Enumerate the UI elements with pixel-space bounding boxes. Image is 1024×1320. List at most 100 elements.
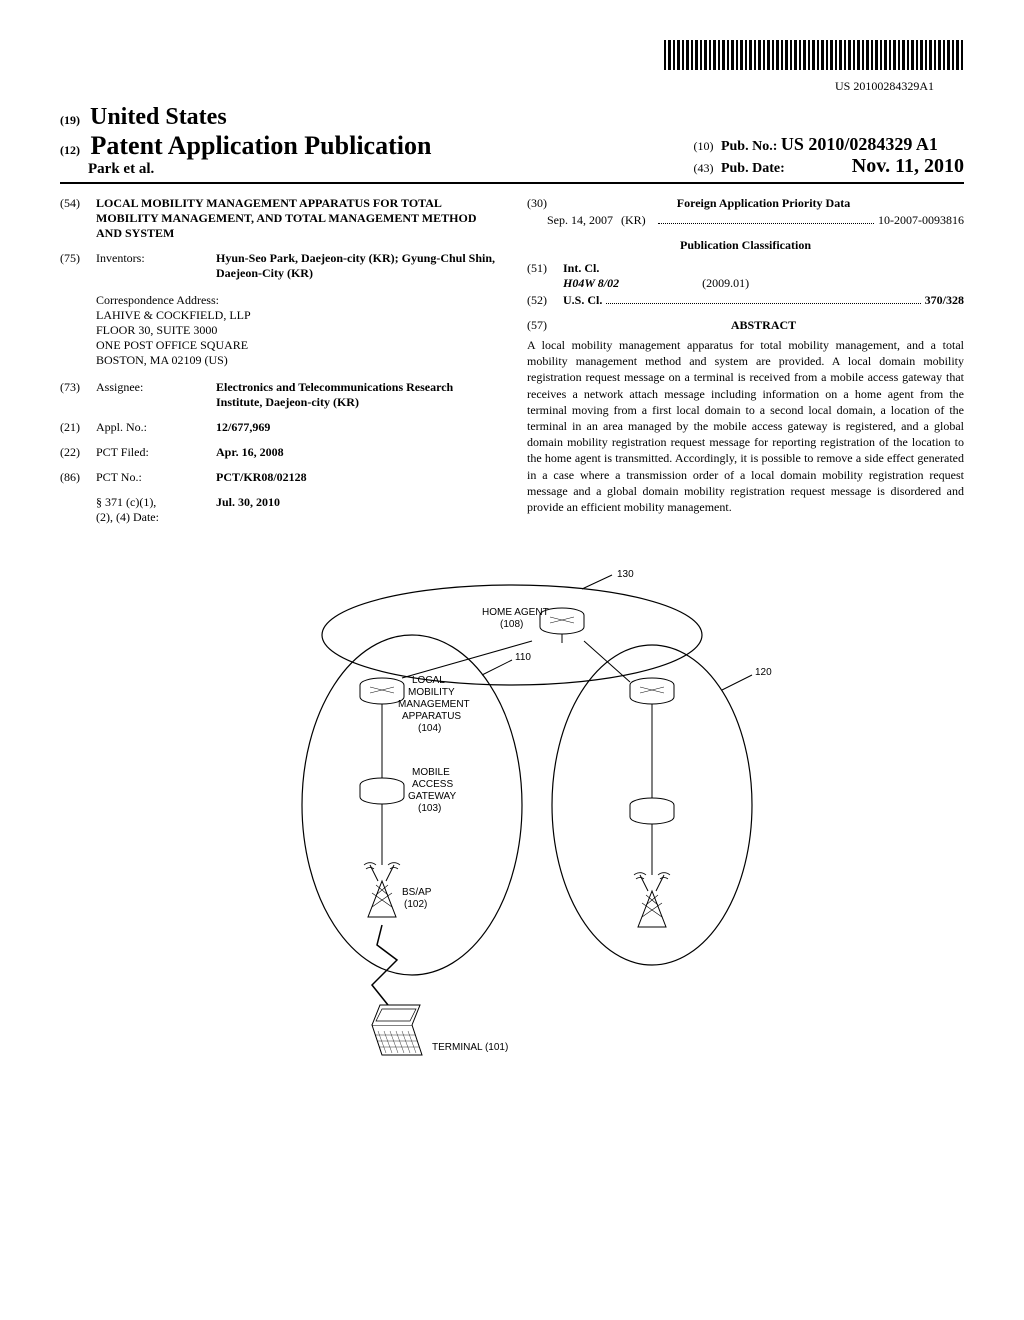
country-prefix: (19) — [60, 113, 80, 128]
patent-figure: 130 110 120 HOME AGENT (108) LOCAL MOBIL… — [60, 565, 964, 1130]
field-title: (54) LOCAL MOBILITY MANAGEMENT APPARATUS… — [60, 196, 497, 241]
country-name: United States — [90, 104, 227, 130]
abstract-heading: ABSTRACT — [731, 318, 796, 332]
assignee-label: Assignee: — [96, 380, 216, 410]
terminal-label: TERMINAL (101) — [432, 1042, 508, 1053]
inventors-value: Hyun-Seo Park, Daejeon-city (KR); Gyung-… — [216, 251, 497, 281]
pctno-label: PCT No.: — [96, 470, 216, 485]
lmm-label-2: MOBILITY — [408, 687, 455, 698]
applno-code: (21) — [60, 420, 96, 435]
mag-node-right — [630, 798, 674, 824]
foreign-date: Sep. 14, 2007 — [547, 213, 613, 228]
s371-value: Jul. 30, 2010 — [216, 495, 280, 509]
field-intcl: (51) Int. Cl. H04W 8/02 (2009.01) — [527, 261, 964, 291]
bsap-node-right — [634, 873, 670, 927]
mag-node-left: MOBILE ACCESS GATEWAY (103) — [360, 767, 456, 814]
pubno-prefix: (10) — [693, 139, 713, 154]
barcode-number: US 20100284329A1 — [60, 79, 964, 94]
corr-line: FLOOR 30, SUITE 3000 — [96, 323, 497, 338]
foreign-code: (30) — [527, 196, 563, 211]
home-agent-label-2: (108) — [500, 619, 523, 630]
s371-label: § 371 (c)(1), (2), (4) Date: — [96, 495, 216, 525]
pubdate-label: Pub. Date: — [721, 161, 785, 176]
lmm-label-3: MANAGEMENT — [398, 699, 470, 710]
header-left: (19) United States (12) Patent Applicati… — [60, 104, 431, 178]
pctfiled-code: (22) — [60, 445, 96, 460]
pubdate-prefix: (43) — [693, 161, 713, 176]
pubno-label: Pub. No.: — [721, 139, 777, 154]
field-abstract-heading: (57) ABSTRACT — [527, 318, 964, 333]
home-agent-node: HOME AGENT (108) — [482, 607, 584, 634]
corr-line: ONE POST OFFICE SQUARE — [96, 338, 497, 353]
barcode-area — [60, 40, 964, 75]
intcl-code: (51) — [527, 261, 563, 291]
dotleader — [606, 294, 920, 304]
uscl-value: 370/328 — [925, 293, 964, 308]
bsap-label-2: (102) — [404, 899, 427, 910]
applno-label: Appl. No.: — [96, 420, 216, 435]
pub-prefix: (12) — [60, 143, 80, 158]
abstract-code: (57) — [527, 318, 563, 333]
header-row: (19) United States (12) Patent Applicati… — [60, 104, 964, 184]
foreign-country: (KR) — [621, 213, 646, 228]
ref-130: 130 — [617, 569, 634, 580]
pubno-value: US 2010/0284329 A1 — [781, 134, 938, 154]
foreign-num: 10-2007-0093816 — [878, 213, 964, 228]
inventors-label: Inventors: — [96, 251, 216, 281]
header-right: (10) Pub. No.: US 2010/0284329 A1 (43) P… — [693, 134, 964, 178]
foreign-heading: Foreign Application Priority Data — [677, 196, 850, 210]
mag-label-2: ACCESS — [412, 779, 453, 790]
lmm-label-1: LOCAL — [412, 675, 445, 686]
field-pctfiled: (22) PCT Filed: Apr. 16, 2008 — [60, 445, 497, 460]
intcl-label: Int. Cl. — [563, 261, 599, 275]
mag-label-4: (103) — [418, 803, 441, 814]
abstract-text: A local mobility management apparatus fo… — [527, 337, 964, 515]
pctfiled-value: Apr. 16, 2008 — [216, 445, 284, 459]
ref-110: 110 — [515, 652, 531, 663]
pctno-code: (86) — [60, 470, 96, 485]
field-uscl: (52) U.S. Cl. 370/328 — [527, 293, 964, 308]
lmm-node-left: LOCAL MOBILITY MANAGEMENT APPARATUS (104… — [360, 675, 470, 734]
biblio-columns: (54) LOCAL MOBILITY MANAGEMENT APPARATUS… — [60, 196, 964, 535]
foreign-priority-row: Sep. 14, 2007 (KR) 10-2007-0093816 — [547, 213, 964, 228]
ref-120: 120 — [755, 667, 772, 678]
pub-type: Patent Application Publication — [91, 131, 432, 160]
corr-line: LAHIVE & COCKFIELD, LLP — [96, 308, 497, 323]
bsap-label-1: BS/AP — [402, 887, 432, 898]
assignee-code: (73) — [60, 380, 96, 410]
mag-label-1: MOBILE — [412, 767, 450, 778]
lmm-node-right — [630, 678, 674, 704]
field-inventors: (75) Inventors: Hyun-Seo Park, Daejeon-c… — [60, 251, 497, 281]
inventors-code: (75) — [60, 251, 96, 281]
field-applno: (21) Appl. No.: 12/677,969 — [60, 420, 497, 435]
pctno-value: PCT/KR08/02128 — [216, 470, 307, 484]
right-column: (30) Foreign Application Priority Data S… — [527, 196, 964, 535]
field-assignee: (73) Assignee: Electronics and Telecommu… — [60, 380, 497, 410]
pubclass-heading: Publication Classification — [527, 238, 964, 253]
authors: Park et al. — [60, 161, 431, 178]
intcl-year: (2009.01) — [702, 276, 749, 290]
dotleader — [658, 214, 874, 224]
intcl-class: H04W 8/02 — [563, 276, 619, 290]
bsap-node-left: BS/AP (102) — [364, 863, 432, 917]
applno-value: 12/677,969 — [216, 420, 270, 434]
field-pctno: (86) PCT No.: PCT/KR08/02128 — [60, 470, 497, 485]
title-code: (54) — [60, 196, 96, 241]
terminal-node: TERMINAL (101) — [372, 1005, 508, 1055]
corr-line: BOSTON, MA 02109 (US) — [96, 353, 497, 368]
pctfiled-label: PCT Filed: — [96, 445, 216, 460]
corr-label: Correspondence Address: — [96, 293, 497, 308]
lmm-label-4: APPARATUS — [402, 711, 461, 722]
correspondence-address: Correspondence Address: LAHIVE & COCKFIE… — [96, 293, 497, 368]
field-foreign-heading: (30) Foreign Application Priority Data — [527, 196, 964, 211]
left-column: (54) LOCAL MOBILITY MANAGEMENT APPARATUS… — [60, 196, 497, 535]
home-agent-label-1: HOME AGENT — [482, 607, 549, 618]
pubdate-value: Nov. 11, 2010 — [852, 155, 964, 177]
assignee-value: Electronics and Telecommunications Resea… — [216, 380, 497, 410]
lmm-label-5: (104) — [418, 723, 441, 734]
mag-label-3: GATEWAY — [408, 791, 456, 802]
field-s371: § 371 (c)(1), (2), (4) Date: Jul. 30, 20… — [60, 495, 497, 525]
barcode-graphic — [664, 40, 964, 70]
patent-title: LOCAL MOBILITY MANAGEMENT APPARATUS FOR … — [96, 196, 497, 241]
uscl-label: U.S. Cl. — [563, 293, 602, 308]
